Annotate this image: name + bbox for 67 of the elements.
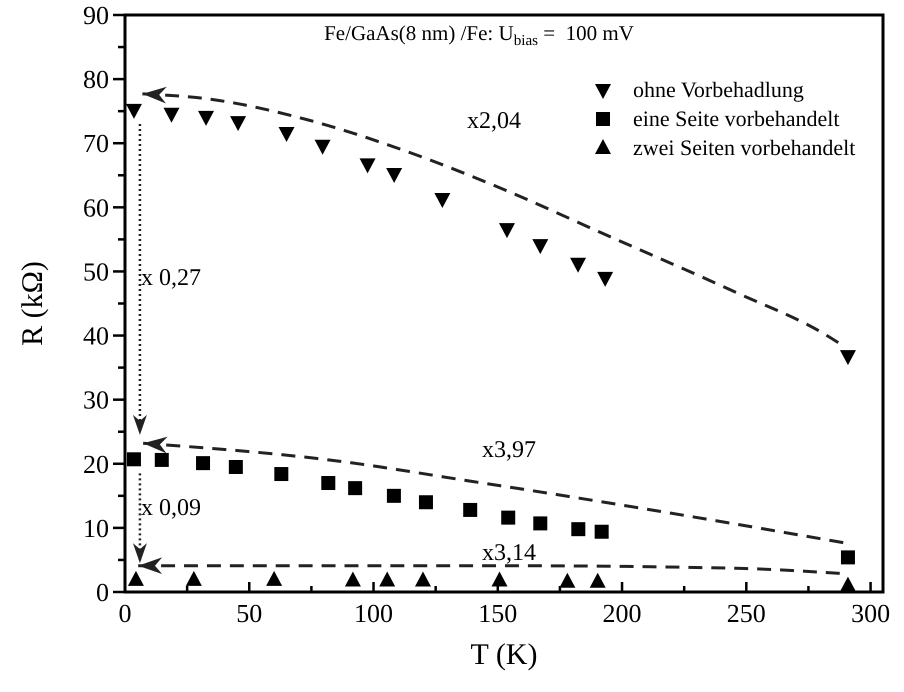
annotation: x2,04 — [467, 108, 521, 134]
point — [266, 570, 282, 586]
annotation: x 0,27 — [141, 265, 201, 291]
y-tick-label: 40 — [83, 322, 109, 351]
point — [154, 452, 169, 467]
legend-label: eine Seite vorbehandelt — [633, 106, 840, 131]
point — [840, 350, 856, 366]
point — [597, 272, 614, 287]
point — [418, 495, 433, 510]
point — [498, 223, 515, 238]
point — [386, 168, 402, 183]
y-tick-label: 50 — [83, 257, 109, 286]
y-tick-label: 90 — [83, 1, 109, 30]
point — [594, 524, 609, 539]
point — [414, 571, 431, 586]
y-axis-title: R (kΩ) — [16, 261, 49, 346]
x-tick-label: 50 — [236, 599, 262, 628]
x-tick-label: 250 — [726, 599, 766, 628]
point — [379, 571, 396, 586]
y-tick-label: 20 — [83, 450, 109, 479]
point — [126, 104, 142, 119]
y-tick-label: 10 — [83, 514, 109, 543]
x-tick-label: 0 — [118, 599, 132, 628]
point — [501, 510, 516, 525]
point — [840, 550, 855, 564]
point — [196, 456, 210, 470]
annotation: x 0,09 — [141, 495, 201, 521]
x-tick-label: 100 — [354, 599, 394, 628]
point — [360, 158, 376, 174]
point — [533, 516, 548, 530]
point — [128, 570, 144, 586]
point — [228, 460, 243, 474]
point — [198, 110, 214, 126]
point — [463, 502, 478, 517]
point — [570, 258, 586, 273]
point — [386, 488, 401, 503]
point — [314, 140, 331, 155]
annotation: x3,14 — [482, 540, 536, 566]
point — [230, 116, 246, 132]
y-tick-label: 70 — [83, 129, 109, 158]
point — [278, 126, 295, 142]
x-tick-label: 300 — [851, 599, 890, 628]
point — [840, 576, 856, 592]
point — [344, 571, 361, 586]
legend-label: ohne Vorbehadlung — [633, 77, 804, 102]
y-tick-label: 0 — [96, 578, 109, 607]
point — [274, 467, 288, 482]
annotation: x3,97 — [482, 437, 536, 463]
point — [571, 522, 586, 536]
point — [321, 476, 336, 490]
point — [590, 572, 606, 588]
x-tick-label: 200 — [602, 599, 642, 628]
point — [492, 571, 508, 586]
x-axis-title: T (K) — [470, 638, 538, 671]
chart-title: Fe/GaAs(8 nm) /Fe: U$_{bias}$ = 100 mV — [324, 21, 634, 48]
point — [348, 481, 362, 496]
point — [163, 108, 180, 123]
legend-label: zwei Seiten vorbehandelt — [633, 135, 856, 160]
point — [434, 193, 450, 208]
y-tick-label: 30 — [83, 386, 109, 415]
y-tick-label: 80 — [83, 65, 109, 94]
point — [186, 570, 202, 586]
point — [559, 572, 576, 588]
x-tick-label: 150 — [478, 599, 518, 628]
y-tick-label: 60 — [83, 193, 109, 222]
point — [532, 239, 548, 254]
point — [126, 452, 141, 466]
